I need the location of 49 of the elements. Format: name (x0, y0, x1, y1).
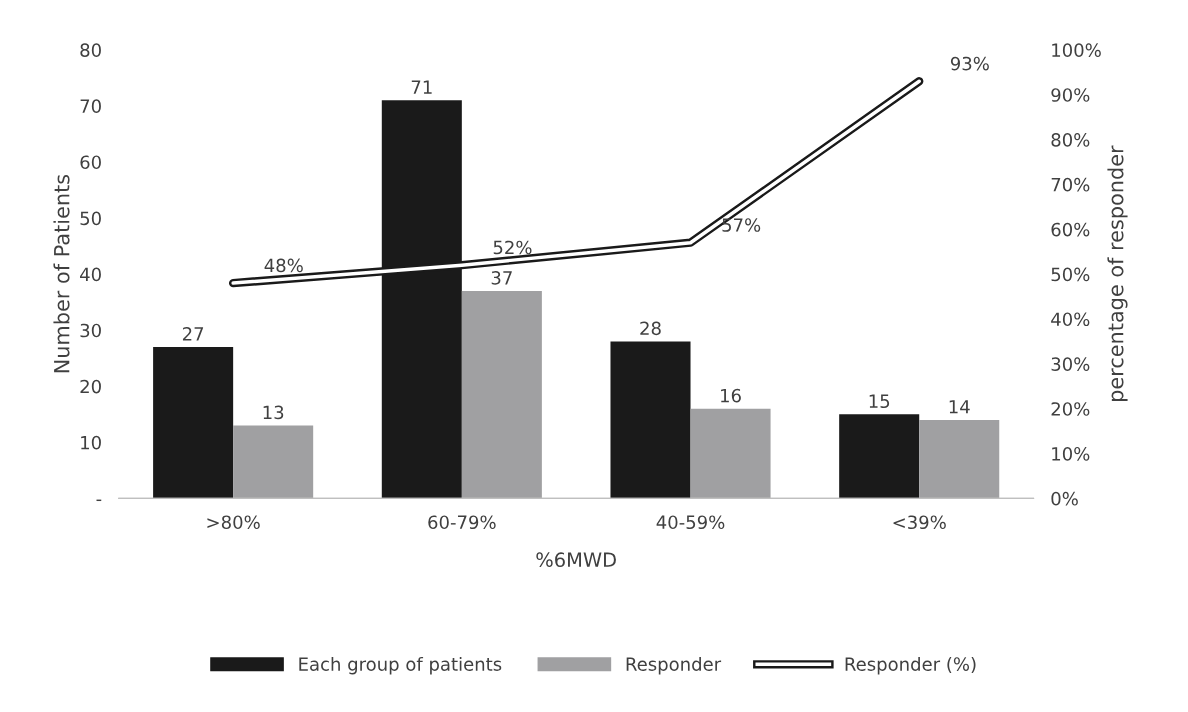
data-label: 28 (640, 321, 661, 336)
data-label: 15 (869, 394, 890, 409)
y2-tick-label: 60% (1051, 222, 1090, 237)
y-tick-label: 10 (81, 435, 101, 450)
y2-tick-label: 30% (1051, 357, 1090, 371)
y2-tick-label: 70% (1051, 177, 1090, 192)
data-label: 13 (263, 405, 284, 420)
x-tick-label: 60-79% (428, 515, 496, 530)
data-label: 52% (493, 240, 532, 255)
bar (233, 425, 314, 499)
y-tick-label: 20 (80, 379, 101, 394)
bar (919, 419, 1000, 499)
bar (461, 290, 542, 499)
y-tick-label: 40 (80, 267, 101, 282)
bar (690, 408, 771, 499)
bar (839, 414, 920, 499)
legend-label: Responder (626, 656, 722, 675)
y-tick-label: 70 (80, 99, 101, 114)
y-axis-title: Number of Patients (53, 174, 70, 373)
y2-tick-label: 0% (1051, 491, 1078, 506)
y2-tick-label: 20% (1051, 402, 1090, 416)
data-label: 71 (411, 80, 432, 94)
y2-tick-label: 90% (1051, 88, 1090, 102)
x-tick-label: 40-59% (656, 515, 725, 530)
x-axis-title: %6MWD (536, 552, 616, 568)
x-tick-label: <39% (893, 515, 946, 530)
y-tick-label: 80 (80, 43, 101, 57)
y-tick-label: 50 (80, 211, 101, 226)
y2-tick-label: 50% (1051, 267, 1090, 282)
data-label: 14 (949, 400, 970, 414)
bar (153, 347, 234, 499)
y-tick-label: 60 (80, 155, 101, 170)
y-tick-label: - (96, 499, 102, 502)
y2-tick-label: 80% (1051, 133, 1090, 147)
data-label: 57% (722, 218, 761, 232)
data-label: 27 (182, 327, 204, 341)
legend-label: Each group of patients (299, 656, 502, 675)
y2-axis-title: percentage of responder (1107, 145, 1128, 401)
data-label: 48% (264, 258, 303, 273)
y-tick-label: 30 (80, 323, 101, 338)
data-label: 93% (950, 56, 989, 71)
data-label: 37 (491, 271, 512, 285)
y2-tick-label: 100% (1052, 43, 1101, 57)
legend-label: Responder (%) (845, 656, 976, 675)
x-tick-label: >80% (207, 515, 260, 530)
y2-tick-label: 10% (1052, 447, 1090, 461)
data-label: 16 (721, 388, 741, 403)
bar (610, 341, 691, 499)
y2-tick-label: 40% (1051, 312, 1090, 327)
